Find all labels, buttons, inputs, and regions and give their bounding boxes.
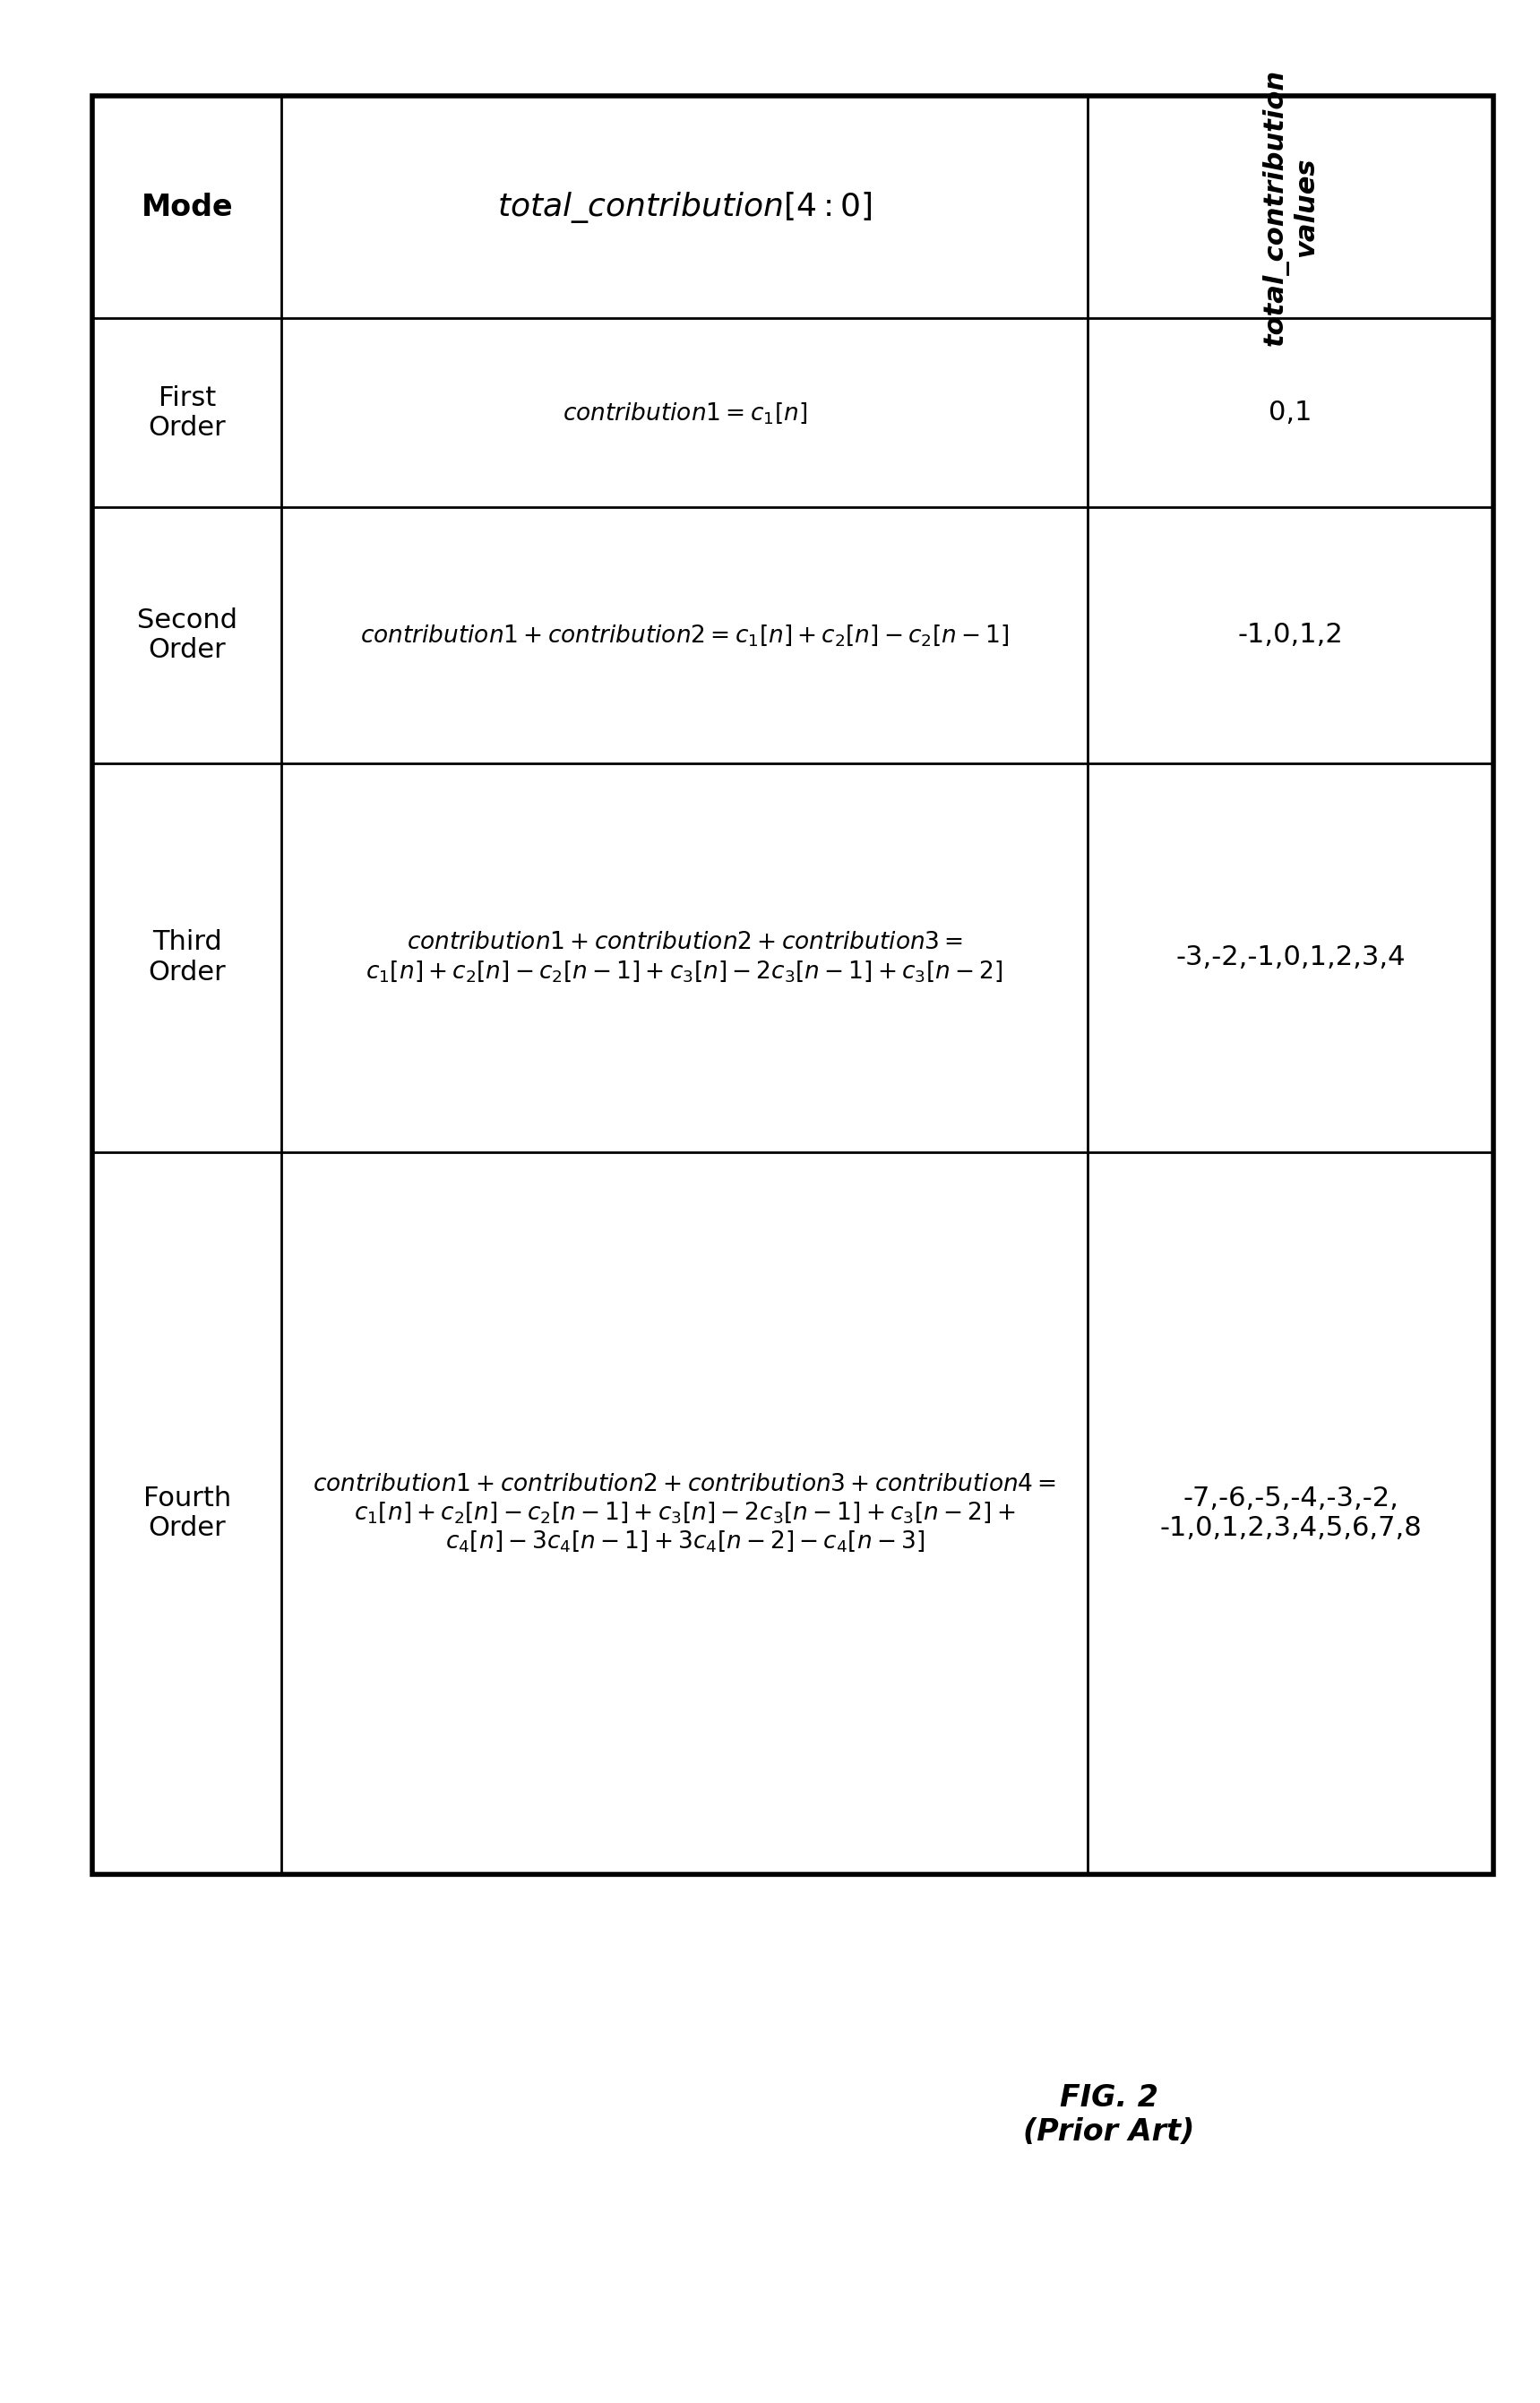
Text: -1,0,1,2: -1,0,1,2 [1238, 622, 1343, 649]
Text: $\mathit{contribution1} + \mathit{contribution2} + \mathit{contribution3} =$
$c_: $\mathit{contribution1} + \mathit{contri… [365, 932, 1003, 983]
Text: $\mathit{contribution1} + \mathit{contribution2} + \mathit{contribution3} + \mat: $\mathit{contribution1} + \mathit{contri… [313, 1473, 1056, 1555]
Text: -3,-2,-1,0,1,2,3,4: -3,-2,-1,0,1,2,3,4 [1175, 944, 1406, 971]
Text: 0,1: 0,1 [1269, 399, 1312, 425]
Text: FIG. 2
(Prior Art): FIG. 2 (Prior Art) [1023, 2083, 1195, 2146]
Text: Second
Order: Second Order [137, 608, 237, 663]
Text: Mode: Mode [142, 192, 233, 221]
Text: Third
Order: Third Order [148, 930, 226, 985]
Bar [92, 96, 1494, 1874]
Bar [92, 96, 1494, 1874]
Text: $\mathit{total\_contribution[4:0]}$: $\mathit{total\_contribution[4:0]}$ [497, 190, 872, 226]
Text: $\mathit{contribution1} = c_1[n]$: $\mathit{contribution1} = c_1[n]$ [562, 401, 807, 425]
Text: First
Order: First Order [148, 384, 226, 440]
Text: $\mathit{contribution1} + \mathit{contribution2} = c_1[n] + c_2[n] - c_2[n-1]$: $\mathit{contribution1} + \mathit{contri… [360, 622, 1009, 649]
Text: total_contribution
values: total_contribution values [1263, 70, 1320, 346]
Text: -7,-6,-5,-4,-3,-2,
-1,0,1,2,3,4,5,6,7,8: -7,-6,-5,-4,-3,-2, -1,0,1,2,3,4,5,6,7,8 [1160, 1485, 1421, 1540]
Text: Fourth
Order: Fourth Order [143, 1485, 231, 1540]
